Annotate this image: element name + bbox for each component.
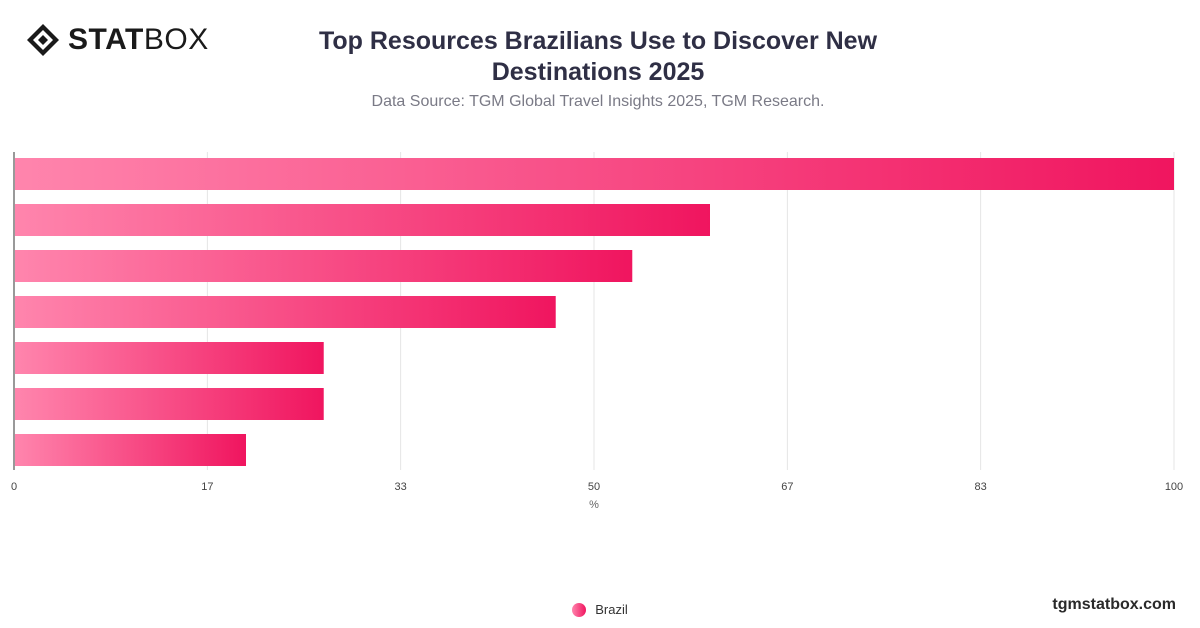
x-axis-label: % [589,499,599,511]
bar [15,250,633,282]
bar-chart: 0 17 33 50 67 83 100% [11,152,1183,511]
legend-item-brazil[interactable]: Brazil [572,602,628,617]
x-tick-label: 0 [11,481,17,493]
x-tick-label: 100 [1165,481,1183,493]
x-tick-label: 67 [781,481,793,493]
legend: Brazil [0,602,1200,617]
bar [15,296,556,328]
statbox-wordmark: STATBOX [68,23,209,56]
legend-label: Brazil [595,602,628,617]
bar [15,434,246,466]
chart-title: Top Resources Brazilians Use to Discover… [318,27,878,86]
x-tick-label: 50 [588,481,600,493]
bar [15,388,324,420]
x-tick-label: 83 [975,481,987,493]
chart-subtitle: Data Source: TGM Global Travel Insights … [371,93,825,110]
x-tick-label: 17 [201,481,213,493]
bar [15,204,710,236]
site-watermark: tgmstatbox.com [1052,596,1176,613]
legend-swatch [572,602,587,617]
bar [15,342,324,374]
statbox-diamond-icon [27,24,59,56]
x-tick-label: 33 [395,481,407,493]
bar [15,158,1174,190]
statbox-logo: STATBOX [26,22,209,58]
